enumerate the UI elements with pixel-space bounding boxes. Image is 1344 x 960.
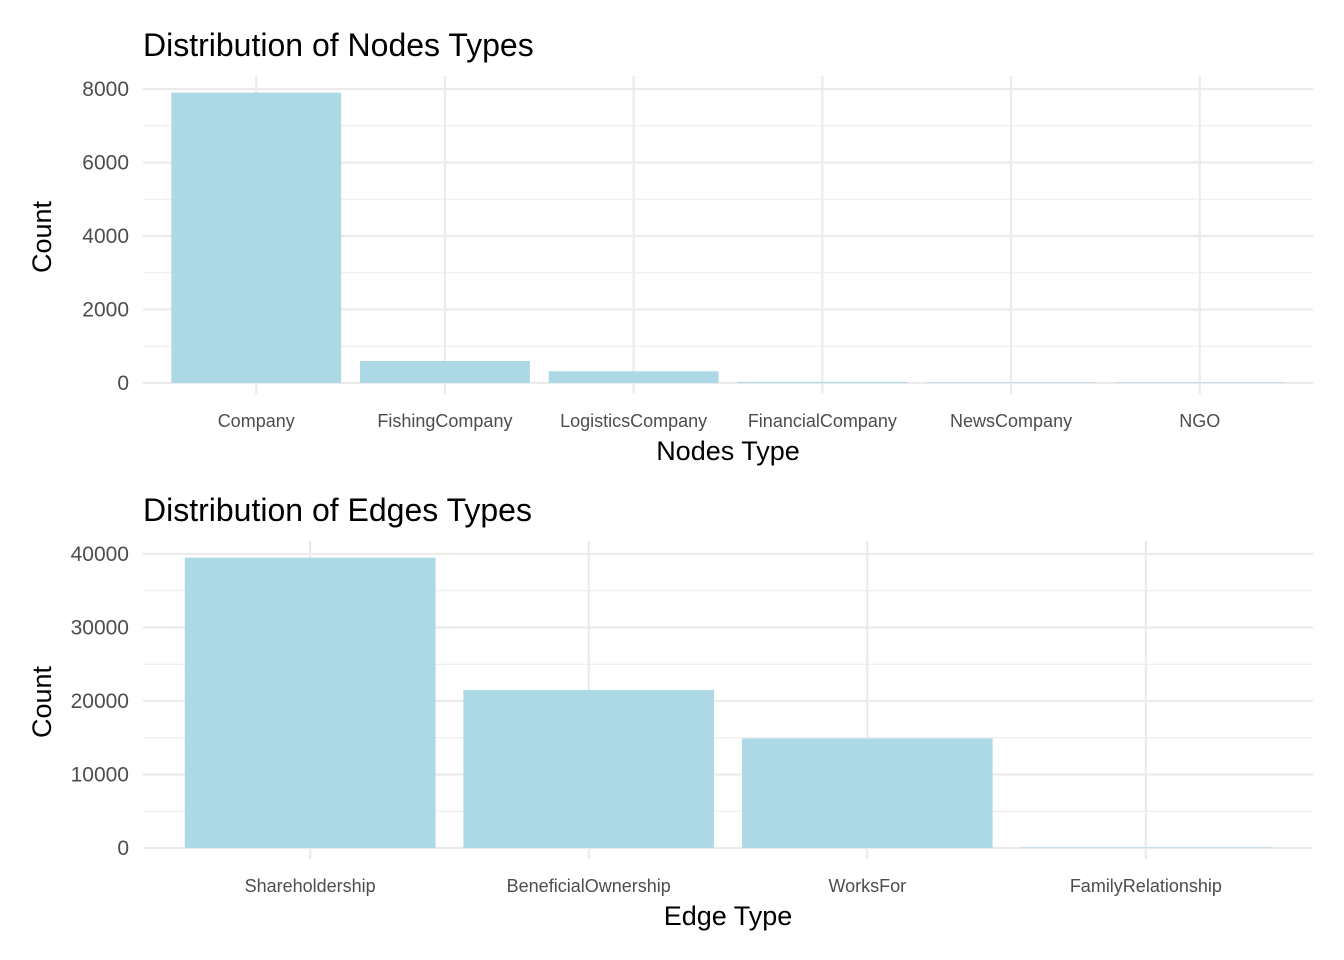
nodes-bar	[360, 360, 530, 383]
nodes-x-tick-label: FishingCompany	[377, 411, 512, 431]
edges-bar	[463, 689, 715, 848]
edges-y-tick-label: 10000	[71, 764, 129, 787]
nodes-chart-panel: Distribution of Nodes Types Count Nodes …	[27, 27, 1313, 466]
edges-y-tick-label: 30000	[71, 617, 129, 640]
nodes-x-tick-label: Company	[218, 411, 295, 431]
nodes-x-tick-label: NewsCompany	[950, 411, 1072, 431]
nodes-y-tick-label: 8000	[82, 78, 129, 101]
nodes-bar	[1114, 382, 1285, 383]
nodes-chart-ylabel: Count	[27, 200, 57, 273]
nodes-x-tick-label: LogisticsCompany	[560, 411, 707, 431]
edges-bar	[184, 557, 436, 848]
edges-x-tick-label: Shareholdership	[245, 876, 376, 896]
nodes-chart-title: Distribution of Nodes Types	[143, 27, 534, 63]
edges-y-tick-label: 0	[117, 837, 129, 860]
edges-bar	[1020, 847, 1272, 848]
nodes-y-tick-label: 0	[117, 372, 129, 395]
nodes-x-tick-label: FinancialCompany	[748, 411, 897, 431]
nodes-bar	[926, 382, 1096, 383]
edges-chart-title: Distribution of Edges Types	[143, 492, 532, 528]
nodes-x-tick-label: NGO	[1179, 411, 1220, 431]
edges-y-tick-label: 20000	[71, 690, 129, 713]
nodes-bar	[171, 92, 342, 384]
nodes-y-tick-label: 6000	[82, 152, 129, 175]
nodes-y-tick-label: 4000	[82, 225, 129, 248]
edges-x-tick-label: FamilyRelationship	[1070, 876, 1222, 896]
edges-y-tick-label: 40000	[71, 543, 129, 566]
edges-x-tick-label: WorksFor	[828, 876, 906, 896]
nodes-bar	[548, 371, 719, 383]
edges-x-tick-label: BeneficialOwnership	[507, 876, 671, 896]
nodes-bar	[737, 381, 908, 383]
edges-chart-ylabel: Count	[27, 665, 57, 738]
edges-chart-xlabel: Edge Type	[664, 901, 793, 931]
nodes-y-tick-label: 2000	[82, 299, 129, 322]
edges-chart-panel: Distribution of Edges Types Count Edge T…	[27, 492, 1313, 931]
nodes-chart-xlabel: Nodes Type	[656, 436, 800, 466]
edges-bar	[741, 738, 993, 848]
